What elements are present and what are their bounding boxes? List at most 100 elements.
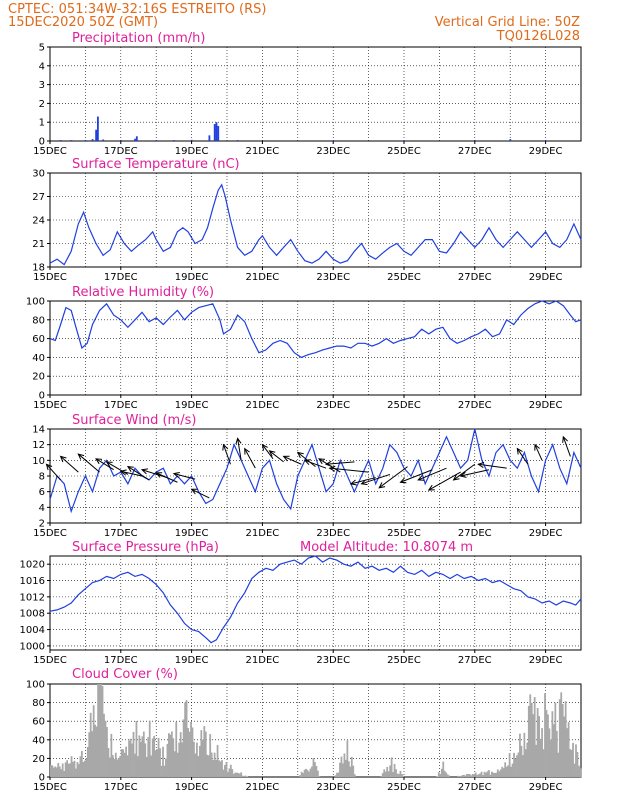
x-tick-label: 25DEC bbox=[387, 400, 421, 411]
header-station: CPTEC: 051:34W-32:16S ESTREITO (RS) bbox=[8, 2, 266, 17]
x-tick-label: 17DEC bbox=[104, 655, 138, 666]
cloud-bar bbox=[196, 742, 198, 777]
cloud-bar bbox=[200, 730, 203, 777]
cloud-bar bbox=[159, 748, 161, 777]
cloud-bar bbox=[204, 731, 207, 777]
cloud-bar bbox=[384, 771, 387, 777]
wind-arrow bbox=[326, 461, 355, 465]
cloud-bar bbox=[477, 774, 480, 777]
wind-arrow bbox=[222, 444, 232, 465]
cloud-bar bbox=[489, 774, 492, 777]
cloud-bar bbox=[346, 740, 349, 777]
cloud-bar bbox=[212, 760, 215, 777]
cloud-bar bbox=[445, 772, 448, 777]
cloud-bar bbox=[533, 697, 536, 777]
wind-arrow bbox=[237, 438, 242, 461]
y-tick-label: 12 bbox=[32, 440, 45, 451]
cloud-bar bbox=[480, 771, 483, 777]
cloud-bar bbox=[340, 756, 343, 777]
cloud-bar bbox=[198, 745, 201, 777]
wind-arrow-head bbox=[119, 469, 127, 476]
cloud-bar bbox=[234, 772, 237, 777]
panel-precipitation: Precipitation (mm/h) 0 1 2 3 4 5 15DEC 17DEC 19D… bbox=[33, 31, 582, 157]
cloud-bar bbox=[479, 773, 481, 777]
y-tick-label: 4 bbox=[39, 503, 45, 514]
cloud-bar bbox=[144, 743, 147, 777]
cloud-bar bbox=[392, 771, 394, 777]
y-tick-label: 10 bbox=[32, 456, 45, 467]
x-tick-label: 29DEC bbox=[529, 655, 563, 666]
precip-bar bbox=[213, 124, 216, 141]
cloud-bar bbox=[460, 776, 462, 777]
cloud-bar bbox=[228, 768, 231, 777]
cloud-bar bbox=[165, 758, 167, 777]
series-line bbox=[49, 428, 582, 514]
cloud-bar bbox=[555, 730, 558, 777]
x-tick-label: 29DEC bbox=[529, 400, 563, 411]
precip-bar bbox=[70, 140, 73, 141]
x-tick-label: 27DEC bbox=[458, 655, 492, 666]
cloud-bar bbox=[188, 731, 191, 777]
cloud-bar bbox=[573, 763, 576, 777]
panel-surface-wind: Surface Wind (m/s) 2 4 6 8 10 12 14 15DEC 17DEC 1… bbox=[32, 413, 582, 539]
wind-title: Surface Wind (m/s) bbox=[72, 413, 196, 428]
precip-bar bbox=[509, 139, 512, 141]
cloud-bar bbox=[173, 751, 176, 777]
model-altitude-label: Model Altitude: 10.8074 m bbox=[300, 540, 473, 555]
cloud-bar bbox=[334, 775, 337, 777]
wind-arrow bbox=[77, 453, 100, 473]
cloud-bar bbox=[145, 756, 148, 777]
wind-arrow-head bbox=[222, 443, 229, 451]
x-tick-label: 19DEC bbox=[175, 272, 209, 283]
cloud-bar bbox=[470, 775, 473, 777]
wind-arrow bbox=[46, 463, 61, 481]
y-tick-label: 18 bbox=[32, 263, 45, 274]
x-tick-label: 23DEC bbox=[316, 272, 350, 283]
y-tick-label: 1000 bbox=[20, 641, 45, 652]
cloud-bar bbox=[443, 770, 446, 777]
cloud-bar bbox=[398, 773, 400, 777]
cloud-bar bbox=[572, 742, 574, 777]
wind-arrow bbox=[400, 469, 433, 483]
cloud-bar bbox=[213, 752, 216, 777]
x-tick-label: 25DEC bbox=[387, 655, 421, 666]
wind-arrow-head bbox=[452, 474, 460, 481]
precipitation-title: Precipitation (mm/h) bbox=[72, 31, 205, 46]
wind-arrow-head bbox=[378, 482, 386, 489]
cloud-bar bbox=[168, 733, 170, 777]
y-tick-label: 100 bbox=[26, 297, 45, 308]
cloud-bar bbox=[190, 721, 192, 777]
header-grid-line: Vertical Grid Line: 50Z bbox=[435, 15, 580, 30]
cloud-bar bbox=[347, 761, 350, 777]
wind-arrow-head bbox=[399, 477, 407, 484]
cloud-bar bbox=[138, 735, 141, 777]
y-tick-label: 0 bbox=[39, 391, 45, 402]
cloud-bar bbox=[336, 772, 338, 777]
cloud-bar bbox=[91, 731, 94, 777]
x-tick-label: 25DEC bbox=[387, 782, 421, 793]
cloud-bar bbox=[76, 762, 79, 777]
cloud-bar bbox=[197, 756, 200, 777]
precip-bar bbox=[173, 140, 175, 141]
cloud-bar bbox=[315, 765, 318, 777]
cloud-bar bbox=[116, 759, 119, 777]
cloud-bar bbox=[539, 738, 542, 777]
cloud-bar bbox=[545, 709, 548, 777]
y-tick-label: 21 bbox=[32, 239, 45, 250]
y-tick-label: 80 bbox=[32, 315, 45, 326]
plot-frame bbox=[49, 172, 582, 268]
header-date: 15DEC2020 50Z (GMT) bbox=[8, 15, 158, 30]
wind-arrow bbox=[478, 463, 507, 469]
cloud-bar bbox=[505, 766, 508, 777]
x-tick-label: 17DEC bbox=[104, 782, 138, 793]
cloud-bar bbox=[185, 700, 188, 777]
cloud-bar bbox=[178, 742, 181, 777]
cloud-bar bbox=[383, 769, 386, 777]
cloud-bar bbox=[492, 772, 495, 777]
cloud-bar bbox=[182, 719, 185, 777]
cloud-bar bbox=[439, 774, 442, 777]
wind-arrow bbox=[516, 448, 529, 465]
y-tick-label: 0 bbox=[39, 137, 45, 148]
cloud-bar bbox=[103, 713, 105, 777]
header-model: TQ0126L028 bbox=[496, 29, 580, 44]
